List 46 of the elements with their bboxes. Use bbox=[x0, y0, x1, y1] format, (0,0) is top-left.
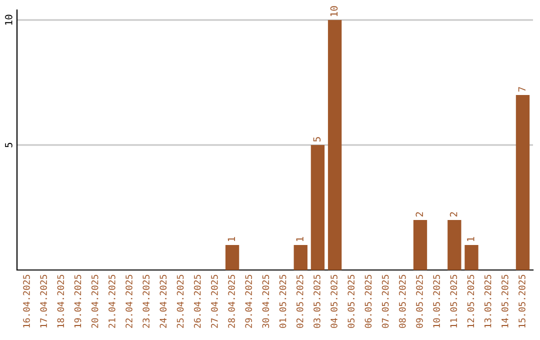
data-label: 1 bbox=[228, 237, 235, 242]
x-tick-label: 13.05.2025 bbox=[484, 274, 492, 328]
x-tick-label: 25.04.2025 bbox=[176, 274, 184, 328]
x-tick-label: 30.04.2025 bbox=[262, 274, 270, 328]
bar bbox=[516, 95, 530, 270]
x-tick-label: 07.05.2025 bbox=[382, 274, 389, 328]
bar bbox=[413, 220, 428, 270]
x-tick-label: 20.04.2025 bbox=[91, 274, 98, 328]
bar bbox=[464, 245, 478, 270]
data-label: 2 bbox=[416, 212, 423, 216]
x-tick-label: 22.04.2025 bbox=[126, 274, 132, 328]
x-tick-label: 23.04.2025 bbox=[142, 274, 150, 328]
x-tick-label: 10.05.2025 bbox=[433, 274, 440, 328]
x-tick-label: 15.05.2025 bbox=[518, 274, 526, 328]
x-tick-label: 16.04.2025 bbox=[23, 274, 30, 328]
x-tick-label: 09.05.2025 bbox=[416, 274, 423, 328]
x-tick-label: 08.05.2025 bbox=[398, 274, 406, 328]
data-label: 2 bbox=[450, 212, 458, 216]
bar bbox=[294, 245, 308, 270]
x-tick-label: 18.04.2025 bbox=[57, 274, 64, 328]
data-label: 5 bbox=[313, 137, 321, 142]
x-tick-label: 26.04.2025 bbox=[194, 274, 201, 328]
x-tick-label: 28.04.2025 bbox=[228, 274, 235, 328]
x-tick-label: 14.05.2025 bbox=[501, 274, 508, 328]
x-tick-label: 17.04.2025 bbox=[40, 274, 47, 328]
x-tick-label: 02.05.2025 bbox=[296, 274, 304, 328]
bar bbox=[328, 20, 342, 270]
data-label: 1 bbox=[467, 237, 474, 242]
x-tick-label: 04.05.2025 bbox=[330, 274, 338, 328]
x-tick-label: 01.05.2025 bbox=[279, 274, 286, 328]
x-tick-label: 06.05.2025 bbox=[364, 274, 372, 328]
x-tick-label: 19.04.2025 bbox=[74, 274, 82, 328]
bar bbox=[310, 145, 325, 270]
x-tick-label: 12.05.2025 bbox=[467, 274, 474, 328]
data-label: 1 bbox=[296, 237, 304, 242]
x-tick-label: 05.05.2025 bbox=[348, 274, 355, 328]
x-tick-label: 27.04.2025 bbox=[211, 274, 218, 328]
bar bbox=[225, 245, 240, 270]
x-tick-label: 29.04.2025 bbox=[245, 274, 252, 328]
x-tick-label: 21.04.2025 bbox=[108, 274, 116, 328]
x-tick-label: 03.05.2025 bbox=[314, 274, 320, 328]
x-tick-label: 11.05.2025 bbox=[450, 274, 458, 328]
data-label: 7 bbox=[518, 87, 526, 92]
x-tick-label: 24.04.2025 bbox=[160, 274, 167, 328]
data-label: 10 bbox=[330, 6, 338, 16]
bar bbox=[448, 220, 462, 270]
